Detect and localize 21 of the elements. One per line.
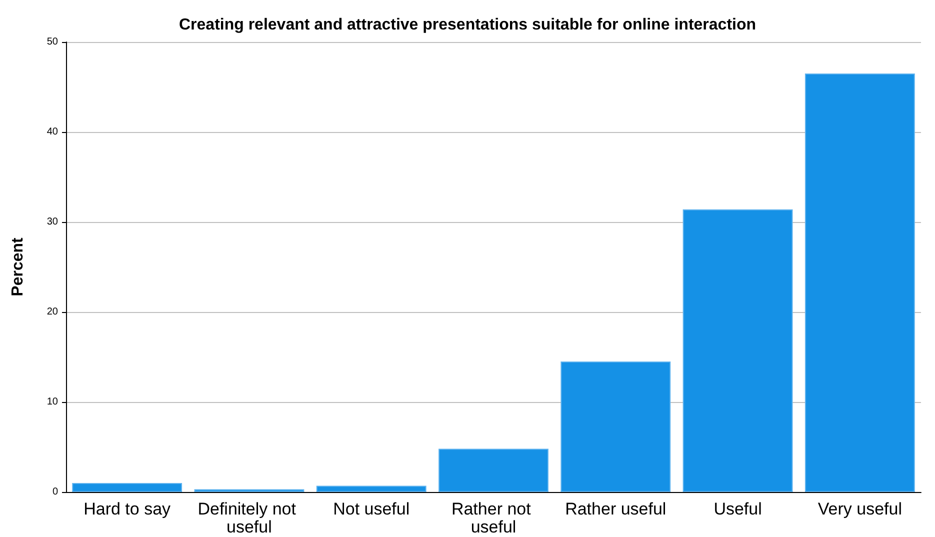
y-tick-label: 10 <box>46 396 58 408</box>
y-tick-label: 40 <box>46 126 58 138</box>
y-axis-title: Percent <box>10 236 26 296</box>
x-tick-label: Rather useful <box>565 500 666 518</box>
bar <box>72 483 182 492</box>
x-tick-label: Not useful <box>333 500 410 518</box>
x-tick-label: Very useful <box>818 500 902 518</box>
bar <box>316 486 426 492</box>
y-tick-label: 50 <box>46 36 58 48</box>
x-tick-label: Useful <box>714 500 762 518</box>
bar <box>560 362 671 492</box>
bar <box>682 209 793 492</box>
x-tick-label: Hard to say <box>84 500 172 518</box>
bar <box>438 448 548 492</box>
y-tick-label: 30 <box>46 216 58 228</box>
chart-title: Creating relevant and attractive presentations suitable for online interaction <box>178 16 756 34</box>
y-tick-label: 20 <box>46 306 58 318</box>
x-tick-label: Definitely not useful <box>198 500 301 536</box>
y-tick-label: 0 <box>52 486 58 498</box>
bar <box>804 74 915 492</box>
x-tick-label: Rather not useful <box>451 500 536 536</box>
